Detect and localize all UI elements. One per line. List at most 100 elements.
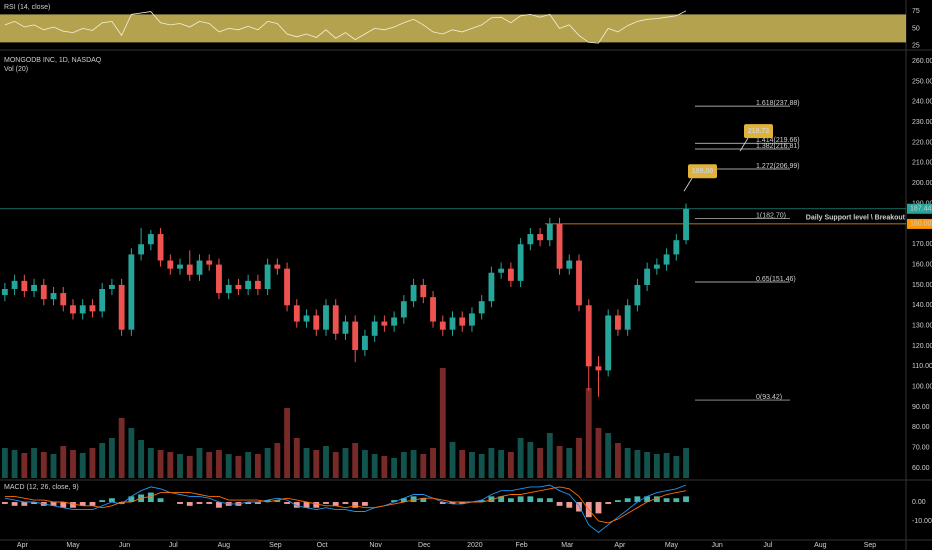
volume-bar (381, 456, 388, 478)
candle-body (274, 264, 281, 269)
x-tick-label: Aug (814, 542, 827, 549)
macd-histogram-bar (663, 498, 670, 503)
x-tick-label: Sep (864, 542, 877, 549)
candle-body (108, 284, 115, 290)
candle-body (566, 260, 573, 269)
volume-bar (644, 452, 651, 478)
volume-bar (527, 442, 534, 478)
volume-bar (167, 452, 174, 478)
volume-bar (537, 448, 543, 478)
volume-bar (605, 433, 612, 478)
volume-bar (89, 448, 96, 478)
x-tick-label: May (665, 542, 679, 549)
y-tick-label: 70.00 (912, 445, 930, 452)
macd-title: MACD (12, 26, close, 9) (4, 484, 79, 491)
volume-bar (663, 453, 670, 478)
candle-body (537, 234, 543, 241)
macd-histogram-bar (420, 498, 427, 503)
candle-body (1, 289, 8, 296)
volume-bar (391, 458, 398, 478)
volume-bar (615, 443, 621, 478)
y-tick-label: 130.00 (912, 322, 932, 329)
volume-bar (313, 450, 320, 478)
y-tick-label: 260.00 (912, 58, 932, 65)
macd-histogram-bar (644, 496, 651, 503)
candle-body (186, 264, 193, 275)
volume-bar (31, 448, 37, 478)
volume-bar (400, 452, 407, 478)
volume-title: Vol (20) (4, 66, 28, 73)
volume-bar (177, 454, 183, 478)
volume-bar (507, 452, 514, 478)
y-tick-label: 150.00 (912, 282, 932, 289)
macd-histogram-bar (410, 496, 417, 503)
fib-label: 1.618(237.88) (756, 100, 800, 107)
volume-bar (566, 448, 573, 478)
macd-histogram-bar (60, 502, 67, 508)
candle-body (11, 280, 18, 290)
macd-histogram-bar (488, 496, 495, 503)
volume-bar (293, 438, 300, 478)
volume-bar (323, 446, 329, 478)
macd-histogram-bar (157, 498, 164, 503)
rsi-tick-label: 75 (912, 8, 920, 15)
macd-histogram-bar (245, 502, 252, 504)
volume-bar (60, 446, 67, 478)
candle-body (99, 289, 106, 312)
candle-body (118, 284, 125, 330)
x-tick-label: Sep (269, 542, 282, 549)
y-tick-label: 120.00 (912, 343, 932, 350)
macd-histogram-bar (264, 500, 271, 503)
volume-bar (186, 456, 193, 478)
volume-bar (488, 448, 495, 478)
macd-histogram-bar (21, 502, 28, 506)
candle-body (517, 244, 524, 281)
volume-bar (245, 452, 252, 478)
candle-body (21, 280, 28, 292)
macd-histogram-bar (313, 502, 320, 508)
volume-bar (624, 448, 631, 478)
candle-body (644, 268, 651, 285)
volume-bar (342, 448, 349, 478)
candle-body (206, 260, 213, 265)
volume-bar (469, 452, 475, 478)
rsi-title: RSI (14, close) (4, 4, 50, 11)
candle-body (332, 305, 339, 334)
volume-bar (673, 456, 680, 478)
target-label: 199.00 (692, 168, 714, 175)
last-price-label: 187.44 (910, 206, 932, 213)
volume-bar (556, 446, 563, 478)
candle-body (556, 223, 563, 269)
volume-bar (274, 443, 281, 478)
y-tick-label: 110.00 (912, 363, 932, 370)
candle-body (342, 321, 349, 334)
candle-body (381, 321, 388, 326)
candle-body (683, 208, 689, 241)
candle-body (449, 317, 456, 330)
y-tick-label: 140.00 (912, 302, 932, 309)
candle-body (196, 260, 203, 275)
macd-histogram-bar (216, 502, 222, 508)
volume-bar (371, 454, 378, 478)
candle-body (245, 280, 252, 290)
last-price-badge (907, 203, 932, 214)
candle-body (634, 284, 641, 306)
rsi-tick-label: 25 (912, 43, 920, 50)
y-tick-label: 80.00 (912, 424, 930, 431)
macd-histogram-bar (566, 502, 573, 508)
macd-histogram-bar (683, 496, 689, 503)
x-tick-label: Aug (218, 542, 231, 549)
support-badge (907, 218, 932, 229)
macd-histogram-bar (459, 502, 466, 504)
candle-body (235, 284, 242, 290)
x-tick-label: May (66, 542, 80, 549)
volume-bar (1, 448, 8, 478)
candle-body (488, 272, 495, 302)
volume-bar (634, 450, 641, 478)
volume-bar (21, 453, 28, 478)
candle-body (439, 321, 446, 330)
candle-body (391, 317, 398, 326)
fib-label: 1.382(216.81) (756, 143, 800, 150)
x-tick-label: Nov (369, 542, 382, 549)
